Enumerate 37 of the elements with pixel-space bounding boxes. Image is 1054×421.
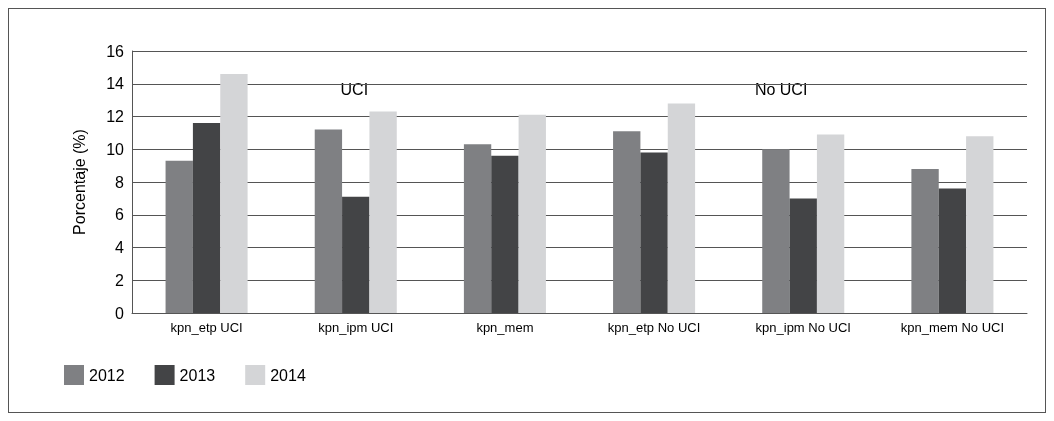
- x-tick-label: kpn_ipm UCI: [318, 320, 394, 335]
- y-tick-label: 2: [115, 271, 125, 289]
- bar: [220, 73, 248, 313]
- x-tick-label: kpn_etp No UCI: [607, 320, 701, 335]
- bar: [640, 152, 668, 313]
- bar: [518, 114, 546, 313]
- x-tick-label: kpn_ipm No UCI: [755, 320, 851, 335]
- y-tick-label: 12: [106, 108, 125, 125]
- x-tick-label: kpn_mem No UCI: [900, 320, 1005, 335]
- bar: [463, 144, 492, 313]
- legend-label: 2013: [179, 366, 216, 384]
- bar: [762, 149, 790, 313]
- bar: [789, 198, 817, 313]
- bar: [369, 111, 397, 313]
- y-tick-label: 16: [106, 42, 125, 60]
- y-tick-label: 4: [115, 239, 125, 256]
- y-tick-label: 0: [115, 304, 125, 322]
- y-tick-label: 6: [115, 206, 125, 224]
- legend-label: 2014: [270, 366, 306, 384]
- x-tick-label: kpn_mem: [476, 320, 534, 335]
- y-axis-title: Porcentaje (%): [70, 129, 88, 235]
- bar: [911, 168, 939, 313]
- y-tick-label: 8: [115, 173, 125, 191]
- legend-label: 2012: [89, 366, 125, 384]
- bar: [816, 134, 845, 313]
- bar: [491, 155, 519, 313]
- y-tick-label: 10: [106, 140, 125, 158]
- bar: [192, 123, 221, 313]
- bar: [613, 131, 641, 313]
- bar: [165, 160, 193, 313]
- bar: [342, 196, 370, 313]
- bar: [966, 136, 994, 313]
- y-tick-label: 14: [106, 75, 125, 93]
- bar: [314, 129, 343, 313]
- bar: [938, 188, 967, 313]
- x-tick-label: kpn_etp UCI: [170, 320, 243, 335]
- bar: [667, 103, 696, 313]
